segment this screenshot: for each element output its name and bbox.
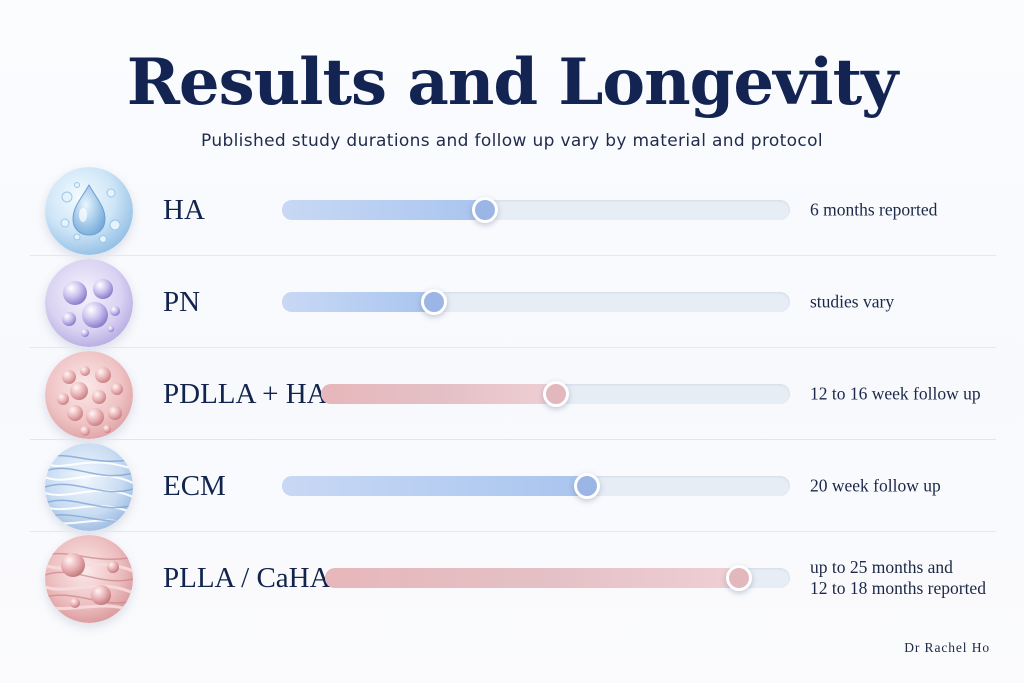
note-line: 6 months reported — [810, 199, 938, 220]
row-label: PN — [163, 286, 201, 318]
row-note: studies vary — [810, 292, 894, 313]
note-line: 20 week follow up — [810, 475, 941, 496]
row-note: 20 week follow up — [810, 476, 941, 497]
level-marker — [421, 289, 448, 315]
row-note: 6 months reported — [810, 200, 937, 221]
level-fill — [325, 568, 739, 588]
note-line: 12 to 16 week follow up — [810, 383, 981, 404]
row-pdlla-ha: PDLLA + HA 12 to 16 week follow up — [0, 348, 1024, 440]
row-note: up to 25 months and 12 to 18 months repo… — [810, 557, 986, 599]
page-subtitle: Published study durations and follow up … — [201, 131, 823, 151]
level-track — [282, 289, 790, 315]
note-line: studies vary — [810, 291, 895, 312]
microspheres-icon — [45, 351, 133, 439]
row-label: HA — [163, 194, 205, 226]
level-track — [282, 473, 790, 499]
fibers-spheres-icon — [45, 535, 133, 623]
level-fill — [282, 292, 435, 312]
row-divider — [30, 439, 996, 440]
row-label: ECM — [163, 470, 226, 502]
row-divider — [30, 347, 996, 348]
bubbles-icon — [45, 259, 133, 347]
author-credit: Dr Rachel Ho — [904, 640, 990, 655]
level-track — [282, 197, 790, 223]
water-droplet-icon — [45, 167, 133, 255]
level-fill — [282, 476, 587, 496]
row-label: PLLA / CaHA — [163, 562, 331, 594]
level-marker — [725, 565, 752, 591]
level-track — [321, 381, 790, 407]
level-track — [325, 565, 790, 591]
level-marker — [542, 381, 569, 407]
level-marker — [472, 197, 499, 223]
row-ha: HA 6 months reported — [0, 164, 1024, 256]
page-title: Results and Longevity — [126, 45, 899, 120]
row-note: 12 to 16 week follow up — [810, 384, 981, 405]
level-fill — [321, 384, 556, 404]
row-divider — [30, 531, 996, 532]
fiber-mesh-icon — [45, 443, 133, 531]
row-divider — [30, 255, 996, 256]
row-label: PDLLA + HA — [163, 378, 328, 410]
note-line: up to 25 months and — [810, 557, 953, 577]
level-marker — [573, 473, 600, 499]
note-line: 12 to 18 months reported — [810, 578, 986, 598]
row-ecm: ECM 20 week follow up — [0, 440, 1024, 532]
row-pn: PN studies vary — [0, 256, 1024, 348]
row-plla-caha: PLLA / CaHA up to 25 months and 12 to 18… — [0, 532, 1024, 624]
level-fill — [282, 200, 486, 220]
